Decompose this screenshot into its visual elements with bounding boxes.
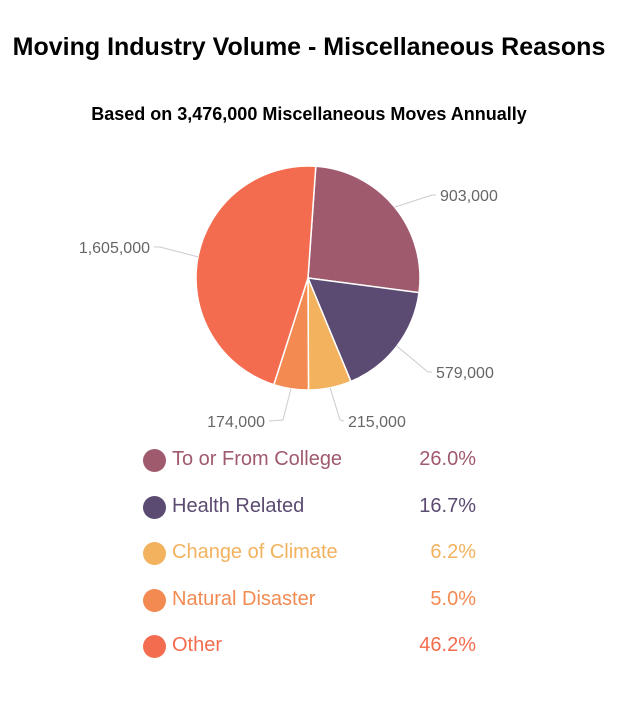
legend-swatch — [143, 635, 166, 658]
legend-swatch — [143, 495, 166, 519]
legend-item[interactable]: Health Related 16.7% — [140, 493, 480, 523]
slice-label-connector — [396, 345, 432, 373]
legend-label: Natural Disaster — [172, 587, 316, 610]
legend-percent: 6.2% — [430, 541, 476, 563]
legend-percent: 5.0% — [430, 587, 476, 610]
pie-slice[interactable] — [307, 165, 421, 294]
slice-value-label: 903,000 — [440, 188, 498, 205]
slice-label-connector — [268, 388, 292, 422]
slice-value-label: 215,000 — [348, 414, 406, 431]
legend-label: Change of Climate — [172, 541, 338, 563]
legend-percent: 16.7% — [419, 494, 476, 517]
legend-item[interactable]: Natural Disaster 5.0% — [140, 586, 480, 616]
chart-title: Moving Industry Volume - Miscellaneous R… — [12, 33, 606, 61]
legend-percent: 46.2% — [419, 634, 476, 656]
legend-label: Health Related — [172, 494, 305, 517]
slice-value-label: 579,000 — [436, 365, 494, 382]
legend-percent: 26.0% — [419, 448, 476, 470]
pie-chart: 903,000 579,000 215,000 174,000 1,605,000 — [79, 165, 498, 431]
legend-swatch — [143, 588, 166, 612]
slice-value-label: 1,605,000 — [79, 240, 150, 257]
legend-item[interactable]: To or From College 26.0% — [140, 446, 480, 476]
pie-slice[interactable] — [195, 165, 317, 386]
pie-slice[interactable] — [306, 277, 420, 383]
chart-subtitle: Based on 3,476,000 Miscellaneous Moves A… — [91, 104, 527, 124]
slice-label-connector — [394, 194, 436, 208]
slice-value-label: 174,000 — [207, 414, 265, 431]
legend-swatch — [143, 542, 166, 565]
legend-item[interactable]: Change of Climate 6.2% — [140, 539, 480, 569]
slice-label-connector — [329, 387, 345, 422]
legend-swatch — [143, 449, 166, 472]
legend-label: Other — [172, 634, 223, 656]
legend-label: To or From College — [172, 448, 343, 470]
legend-item[interactable]: Other 46.2% — [140, 632, 480, 662]
slice-label-connector — [154, 246, 199, 258]
